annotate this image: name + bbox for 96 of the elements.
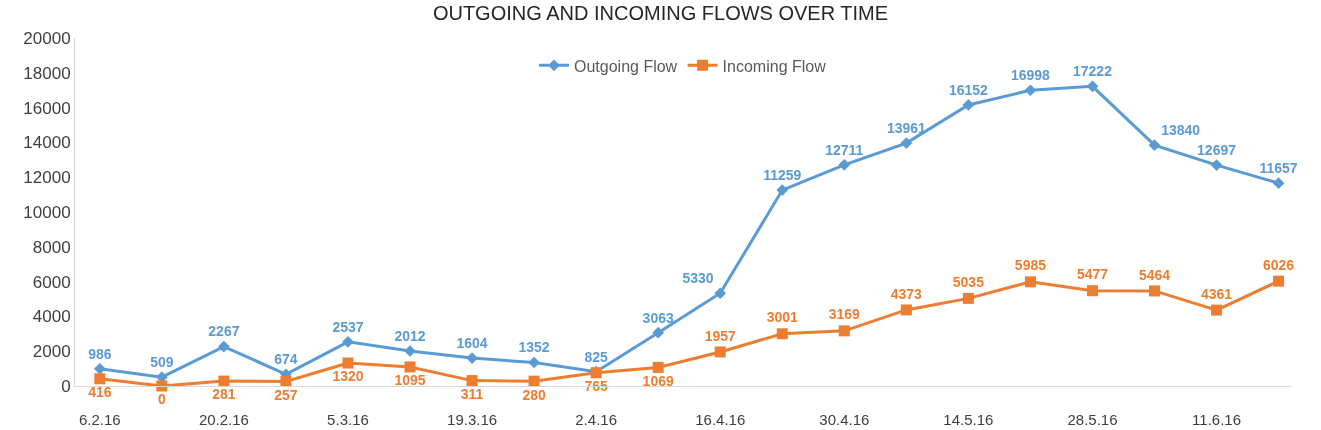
point bbox=[1086, 285, 1098, 297]
point bbox=[838, 325, 850, 337]
point bbox=[776, 328, 788, 340]
data-label: 281 bbox=[212, 386, 236, 403]
y-tick-label: 12000 bbox=[23, 168, 71, 188]
data-label: 1095 bbox=[394, 372, 426, 389]
data-label: 416 bbox=[88, 384, 112, 401]
chart-title: OUTGOING AND INCOMING FLOWS OVER TIME bbox=[432, 2, 889, 25]
point bbox=[1272, 177, 1285, 190]
x-tick-label: 30.4.16 bbox=[819, 411, 870, 428]
legend-label: Outgoing Flow bbox=[574, 57, 678, 75]
point bbox=[1024, 84, 1037, 97]
point bbox=[838, 158, 851, 171]
point bbox=[1273, 275, 1285, 287]
point bbox=[900, 137, 913, 149]
y-tick-label: 4000 bbox=[32, 307, 71, 327]
x-tick-label: 16.4.16 bbox=[695, 411, 746, 428]
point bbox=[342, 357, 354, 369]
data-label: 509 bbox=[150, 354, 174, 371]
data-label: 16152 bbox=[948, 81, 989, 98]
point bbox=[1024, 276, 1036, 288]
x-tick-label: 19.3.16 bbox=[447, 411, 498, 428]
data-label: 12711 bbox=[825, 141, 864, 158]
data-label: 0 bbox=[157, 391, 166, 408]
x-tick-label: 5.3.16 bbox=[327, 411, 369, 428]
point bbox=[1211, 304, 1223, 316]
point bbox=[466, 375, 478, 387]
point bbox=[1086, 80, 1099, 93]
data-label: 1957 bbox=[704, 327, 736, 344]
point bbox=[404, 361, 416, 373]
data-label: 13840 bbox=[1161, 122, 1201, 139]
y-tick-label: 2000 bbox=[32, 342, 71, 362]
data-label: 2012 bbox=[394, 327, 426, 344]
data-label: 5985 bbox=[1014, 257, 1047, 274]
data-label: 3169 bbox=[828, 306, 861, 323]
legend-label: Incoming Flow bbox=[722, 57, 827, 75]
x-tick-label: 20.2.16 bbox=[198, 411, 249, 428]
data-label: 1352 bbox=[518, 339, 550, 356]
data-label: 17222 bbox=[1073, 63, 1113, 80]
point bbox=[156, 380, 168, 392]
y-tick-label: 20000 bbox=[23, 28, 71, 48]
data-label: 2267 bbox=[208, 323, 240, 340]
data-label: 311 bbox=[460, 385, 484, 402]
y-tick-label: 8000 bbox=[32, 237, 71, 257]
data-label: 3001 bbox=[766, 309, 799, 326]
data-label: 16998 bbox=[1010, 67, 1051, 84]
data-label: 3063 bbox=[642, 309, 674, 326]
point bbox=[528, 356, 540, 369]
data-label: 5477 bbox=[1076, 266, 1109, 283]
point bbox=[652, 326, 665, 339]
data-label: 5330 bbox=[682, 270, 714, 287]
data-label: 2537 bbox=[332, 318, 364, 335]
point bbox=[962, 99, 975, 111]
point bbox=[218, 340, 230, 353]
y-tick-label: 10000 bbox=[23, 202, 71, 222]
data-label: 13961 bbox=[886, 119, 927, 136]
y-tick-label: 16000 bbox=[23, 98, 71, 118]
y-tick-label: 18000 bbox=[23, 63, 71, 83]
point bbox=[1210, 159, 1223, 171]
data-label: 6026 bbox=[1263, 256, 1295, 273]
data-label: 11657 bbox=[1259, 160, 1298, 177]
y-tick-label: 6000 bbox=[32, 272, 71, 292]
y-tick-label: 0 bbox=[61, 376, 71, 396]
data-label: 280 bbox=[522, 386, 546, 403]
data-label: 11259 bbox=[763, 166, 802, 183]
point bbox=[342, 336, 354, 348]
x-tick-label: 6.2.16 bbox=[78, 411, 121, 428]
data-label: 825 bbox=[584, 348, 609, 365]
point bbox=[528, 375, 540, 387]
point bbox=[900, 304, 912, 316]
data-label: 1604 bbox=[456, 334, 488, 351]
point bbox=[962, 292, 974, 304]
data-label: 12697 bbox=[1197, 141, 1237, 158]
point bbox=[218, 375, 230, 387]
y-tick-label: 14000 bbox=[23, 133, 71, 153]
x-tick-label: 14.5.16 bbox=[943, 411, 994, 428]
x-tick-label: 11.6.16 bbox=[1192, 411, 1242, 428]
data-label: 257 bbox=[274, 386, 298, 403]
data-label: 674 bbox=[274, 351, 298, 368]
point bbox=[776, 184, 789, 196]
point bbox=[1148, 139, 1161, 152]
point bbox=[93, 362, 106, 375]
data-label: 1320 bbox=[332, 368, 364, 385]
point bbox=[94, 373, 106, 385]
x-tick-label: 28.5.16 bbox=[1067, 411, 1118, 428]
x-tick-label: 2.4.16 bbox=[575, 411, 617, 428]
data-label: 5464 bbox=[1138, 266, 1171, 283]
data-label: 4373 bbox=[890, 285, 923, 302]
point bbox=[714, 346, 726, 358]
data-label: 986 bbox=[88, 345, 112, 362]
point bbox=[1149, 285, 1161, 297]
point bbox=[652, 361, 664, 373]
point bbox=[714, 287, 727, 300]
data-label: 1069 bbox=[642, 372, 674, 389]
data-label: 4361 bbox=[1200, 285, 1233, 302]
data-label: 5035 bbox=[952, 274, 985, 291]
